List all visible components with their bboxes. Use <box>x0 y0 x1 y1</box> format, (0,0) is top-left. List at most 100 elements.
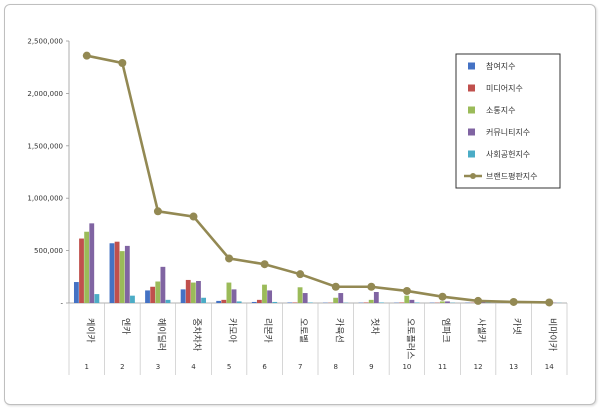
bar <box>185 279 191 303</box>
legend-label: 미디어지수 <box>486 83 523 93</box>
x-tick-label: 사셀카 <box>476 318 487 343</box>
line-point <box>153 207 162 216</box>
bar <box>124 245 130 303</box>
line-point <box>296 270 305 279</box>
line-point <box>367 282 376 291</box>
bar <box>190 282 196 303</box>
bar <box>373 291 379 303</box>
legend-swatch <box>468 128 475 136</box>
x-tick-label: 엠파크 <box>440 318 452 343</box>
bar <box>297 287 303 303</box>
y-tick-label: 1,000,000 <box>27 195 63 203</box>
bar <box>109 243 115 303</box>
y-tick-label: 1,500,000 <box>27 142 63 150</box>
line-point <box>402 286 411 295</box>
category-number: 4 <box>191 363 196 371</box>
bar <box>231 289 237 303</box>
x-tick-label: 첫차 <box>369 318 381 335</box>
bar <box>221 299 227 303</box>
line-point <box>331 282 340 291</box>
x-tick-label: 중차차차 <box>191 318 203 352</box>
legend-swatch <box>468 150 475 158</box>
bar <box>251 301 257 303</box>
bar <box>368 299 374 303</box>
legend-label: 커뮤니티지수 <box>486 127 530 137</box>
bar <box>196 280 201 303</box>
bar <box>145 290 150 303</box>
x-tick-label: 카육선 <box>333 318 344 343</box>
y-tick-label: - <box>60 300 63 308</box>
line-point <box>225 254 234 263</box>
bar <box>262 284 267 303</box>
bar <box>119 251 125 303</box>
legend-swatch <box>468 106 475 114</box>
line-point <box>260 260 269 269</box>
bar <box>292 302 298 303</box>
category-number: 11 <box>438 363 447 371</box>
category-number: 5 <box>227 363 231 371</box>
x-tick-label: 카넷 <box>511 318 522 335</box>
bar <box>480 302 486 303</box>
x-tick-label: 오토플러스 <box>404 318 415 359</box>
category-number: 8 <box>334 363 338 371</box>
bar <box>180 289 186 303</box>
x-tick-label: 오토벨 <box>298 318 309 343</box>
bar <box>150 286 156 303</box>
category-number: 2 <box>120 363 124 371</box>
bar <box>89 223 95 303</box>
bar <box>201 297 207 303</box>
bar <box>333 297 339 303</box>
x-tick-label: 카모아 <box>227 318 238 344</box>
line-point <box>118 59 127 68</box>
bar <box>272 301 278 303</box>
bar <box>409 299 415 303</box>
legend-box <box>455 53 561 189</box>
legend-swatch <box>468 62 475 70</box>
bar <box>363 302 369 303</box>
bar <box>267 290 273 303</box>
bar <box>287 302 293 303</box>
legend-label: 사회공헌지수 <box>486 150 530 159</box>
bar <box>94 294 100 303</box>
category-number: 12 <box>474 363 483 371</box>
bar <box>84 231 90 303</box>
bar <box>307 302 313 303</box>
legend-marker-swatch <box>470 173 476 179</box>
bar <box>236 301 242 303</box>
bar <box>79 238 84 303</box>
bar <box>399 302 405 303</box>
legend-swatch <box>468 84 475 92</box>
category-number: 6 <box>262 363 267 371</box>
bar <box>414 302 420 303</box>
x-tick-label: 엔카 <box>120 318 131 335</box>
bar <box>155 281 161 303</box>
x-tick-label: 리본카 <box>262 318 273 343</box>
bar <box>256 299 262 303</box>
legend-label: 소통지수 <box>486 106 515 115</box>
category-number: 10 <box>402 363 411 371</box>
bar <box>216 300 222 303</box>
y-tick-label: 2,000,000 <box>27 90 63 98</box>
bar <box>404 295 410 303</box>
legend-label: 참여지수 <box>486 61 515 71</box>
y-tick-label: 500,000 <box>34 247 63 255</box>
y-tick-label: 2,500,000 <box>27 38 63 46</box>
bar <box>445 301 450 303</box>
bar <box>226 282 232 303</box>
bar <box>302 293 308 303</box>
line-point <box>509 297 518 306</box>
bar <box>165 299 171 303</box>
line-point <box>82 51 91 60</box>
bar <box>160 266 166 303</box>
bar <box>73 282 79 303</box>
bar <box>379 302 384 303</box>
category-number: 13 <box>509 363 518 371</box>
line-series <box>86 54 550 304</box>
legend-label: 브랜드평판지수 <box>486 171 538 181</box>
category-number: 1 <box>85 363 89 371</box>
bar <box>439 301 445 303</box>
bar <box>114 241 120 303</box>
bar <box>338 293 344 303</box>
x-tick-label: 헤이딜러 <box>155 318 167 351</box>
line-point <box>474 296 483 305</box>
